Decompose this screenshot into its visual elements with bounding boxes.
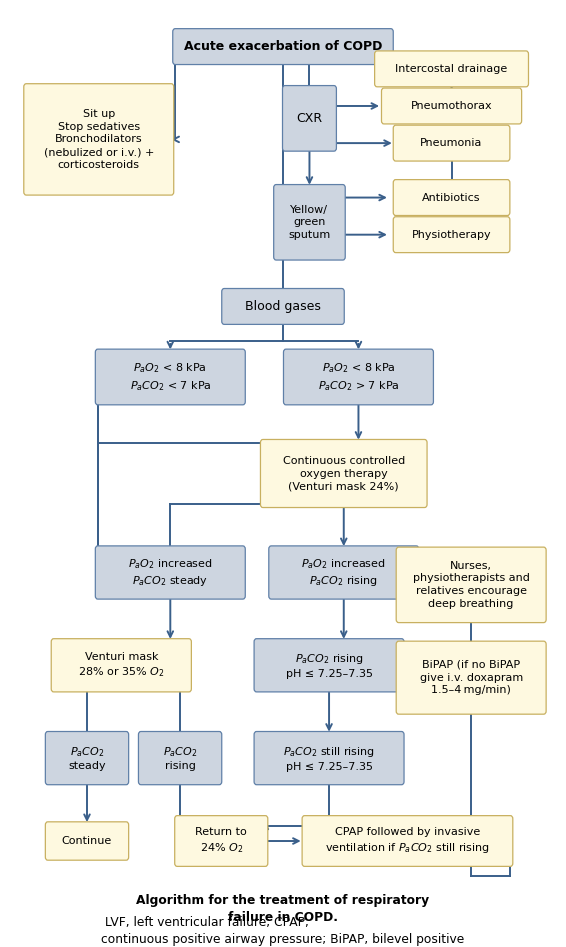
Text: $P_aCO_2$ rising
pH ≤ 7.25–7.35: $P_aCO_2$ rising pH ≤ 7.25–7.35: [286, 652, 372, 679]
Text: $P_aCO_2$
rising: $P_aCO_2$ rising: [163, 744, 198, 772]
FancyBboxPatch shape: [260, 439, 427, 508]
Text: CPAP followed by invasive
ventilation if $P_aCO_2$ still rising: CPAP followed by invasive ventilation if…: [325, 828, 490, 855]
Text: Algorithm for the treatment of respiratory
failure in COPD.: Algorithm for the treatment of respirato…: [136, 894, 430, 924]
FancyBboxPatch shape: [393, 125, 510, 161]
FancyBboxPatch shape: [381, 88, 522, 124]
Text: $P_aO_2$ < 8 kPa
$P_aCO_2$ > 7 kPa: $P_aO_2$ < 8 kPa $P_aCO_2$ > 7 kPa: [318, 362, 399, 393]
FancyBboxPatch shape: [269, 545, 419, 599]
Text: Return to
24% $O_2$: Return to 24% $O_2$: [195, 828, 247, 854]
FancyBboxPatch shape: [393, 217, 510, 253]
FancyBboxPatch shape: [24, 83, 174, 195]
FancyBboxPatch shape: [52, 638, 191, 692]
Text: BiPAP (if no BiPAP
give i.v. doxapram
1.5–4 mg/min): BiPAP (if no BiPAP give i.v. doxapram 1.…: [419, 660, 523, 695]
Text: $P_aCO_2$
steady: $P_aCO_2$ steady: [68, 744, 106, 772]
Text: Venturi mask
28% or 35% $O_2$: Venturi mask 28% or 35% $O_2$: [78, 652, 165, 679]
FancyBboxPatch shape: [302, 815, 513, 867]
FancyBboxPatch shape: [274, 185, 345, 260]
FancyBboxPatch shape: [375, 51, 529, 87]
FancyBboxPatch shape: [173, 28, 393, 64]
Text: LVF, left ventricular failure; CPAP,
continuous positive airway pressure; BiPAP,: LVF, left ventricular failure; CPAP, con…: [101, 917, 465, 947]
Text: Blood gases: Blood gases: [245, 300, 321, 313]
Text: Acute exacerbation of COPD: Acute exacerbation of COPD: [184, 40, 382, 53]
Text: Sit up
Stop sedatives
Bronchodilators
(nebulized or i.v.) +
corticosteroids: Sit up Stop sedatives Bronchodilators (n…: [44, 109, 154, 170]
Text: CXR: CXR: [297, 112, 323, 125]
FancyBboxPatch shape: [284, 349, 434, 404]
Text: Intercostal drainage: Intercostal drainage: [396, 63, 508, 74]
Text: Pneumonia: Pneumonia: [421, 138, 483, 148]
Text: Yellow/
green
sputum: Yellow/ green sputum: [288, 205, 331, 241]
FancyBboxPatch shape: [254, 731, 404, 785]
FancyBboxPatch shape: [175, 815, 268, 867]
FancyBboxPatch shape: [393, 180, 510, 216]
Text: Antibiotics: Antibiotics: [422, 192, 481, 203]
FancyBboxPatch shape: [95, 349, 245, 404]
Text: $P_aO_2$ < 8 kPa
$P_aCO_2$ < 7 kPa: $P_aO_2$ < 8 kPa $P_aCO_2$ < 7 kPa: [130, 362, 211, 393]
FancyBboxPatch shape: [282, 85, 336, 152]
Text: Continuous controlled
oxygen therapy
(Venturi mask 24%): Continuous controlled oxygen therapy (Ve…: [282, 456, 405, 491]
Text: Pneumothorax: Pneumothorax: [411, 101, 492, 111]
FancyBboxPatch shape: [95, 545, 245, 599]
FancyBboxPatch shape: [139, 731, 222, 785]
Text: $P_aO_2$ increased
$P_aCO_2$ steady: $P_aO_2$ increased $P_aCO_2$ steady: [128, 557, 213, 588]
FancyBboxPatch shape: [45, 731, 128, 785]
Text: Physiotherapy: Physiotherapy: [411, 230, 491, 240]
Text: Nurses,
physiotherapists and
relatives encourage
deep breathing: Nurses, physiotherapists and relatives e…: [413, 561, 530, 609]
Text: $P_aCO_2$ still rising
pH ≤ 7.25–7.35: $P_aCO_2$ still rising pH ≤ 7.25–7.35: [283, 744, 375, 772]
FancyBboxPatch shape: [222, 289, 344, 325]
Text: $P_aO_2$ increased
$P_aCO_2$ rising: $P_aO_2$ increased $P_aCO_2$ rising: [302, 557, 386, 588]
FancyBboxPatch shape: [45, 822, 128, 860]
FancyBboxPatch shape: [396, 641, 546, 714]
Text: Continue: Continue: [62, 836, 112, 846]
FancyBboxPatch shape: [254, 638, 404, 692]
FancyBboxPatch shape: [396, 547, 546, 622]
